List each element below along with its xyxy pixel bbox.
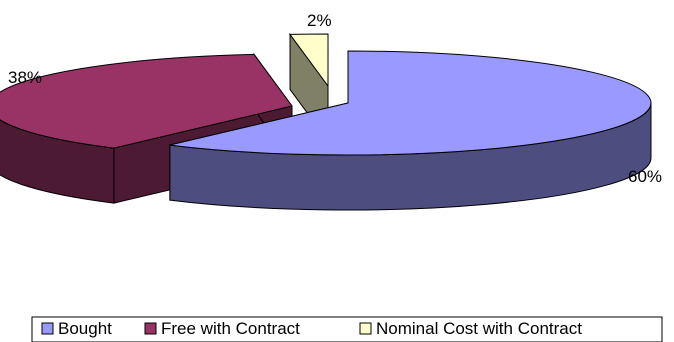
data-label-free-with-contract: 38% (8, 68, 42, 87)
legend-swatch-bought (41, 322, 54, 335)
data-label-nominal-cost: 2% (307, 11, 332, 30)
slice-nominal-cost-top (289, 33, 329, 88)
data-label-bought: 60% (628, 167, 662, 186)
legend-label-free-with-contract: Free with Contract (161, 319, 300, 338)
legend-swatch-nominal-cost (359, 322, 372, 335)
legend-swatch-free-with-contract (144, 322, 157, 335)
slice-free-with-contract-top (0, 53, 293, 149)
slice-bought (169, 50, 652, 211)
legend-label-nominal-cost: Nominal Cost with Contract (376, 319, 582, 338)
legend-label-bought: Bought (58, 319, 112, 338)
legend: Bought Free with Contract Nominal Cost w… (31, 316, 663, 342)
slices-layer (0, 32, 652, 211)
labels-layer: 60% 38% 2% (8, 11, 662, 186)
slice-bought-top (169, 50, 652, 156)
legend-frame (31, 316, 663, 342)
